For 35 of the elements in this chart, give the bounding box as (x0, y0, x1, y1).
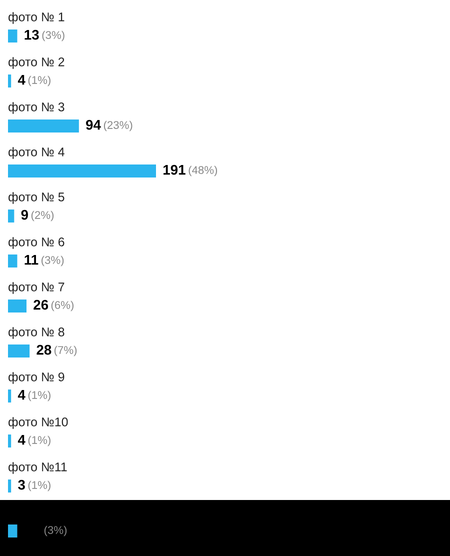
bar (8, 254, 18, 268)
bar (8, 524, 18, 538)
data-label: 26 (6%) (34, 300, 74, 312)
bar (8, 300, 26, 312)
bar (8, 210, 14, 222)
y-tick-label: фото № 6 (8, 237, 64, 249)
bar (8, 344, 30, 358)
data-label: 191 (48%) (164, 164, 218, 176)
data-label: 94 (23%) (86, 120, 132, 132)
y-tick-label: фото № 4 (8, 147, 64, 159)
y-tick-label: фото №10 (8, 417, 68, 429)
y-tick-label: фото № 8 (8, 327, 64, 339)
y-tick-label: фото № 3 (8, 102, 64, 114)
bar (8, 434, 12, 448)
data-label: 4 (1%) (18, 75, 50, 86)
data-label: 9 (2%) (21, 210, 54, 222)
bar (8, 74, 12, 88)
data-label: 28 (7%) (36, 344, 77, 356)
bar (8, 480, 12, 492)
data-label: 13 (3%) (24, 30, 64, 42)
bar (8, 164, 156, 178)
data-label: 4 (1%) (18, 435, 50, 446)
y-tick-label: фото № 5 (8, 192, 64, 204)
y-tick-label: фото № 9 (8, 372, 64, 384)
data-label: (3%) (44, 526, 67, 536)
bar (8, 120, 79, 132)
y-tick-label: фото № 2 (8, 57, 64, 69)
data-label: 11 (3%) (24, 255, 64, 266)
data-label: 3 (1%) (18, 480, 50, 492)
y-tick-label: фото № 1 (8, 12, 64, 24)
bar (8, 390, 12, 402)
data-label: 4 (1%) (18, 390, 50, 402)
bar (8, 30, 18, 42)
y-tick-label: фото № 7 (8, 282, 64, 294)
y-tick-label: фото №11 (8, 462, 67, 474)
